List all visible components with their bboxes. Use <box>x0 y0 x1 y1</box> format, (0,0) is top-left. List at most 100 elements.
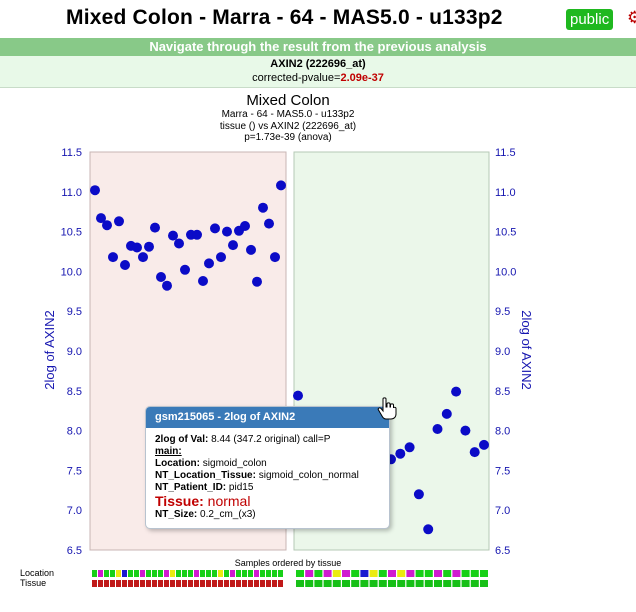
data-point <box>276 180 286 191</box>
tissue-swatch <box>314 580 323 587</box>
tissue-swatch <box>351 580 360 587</box>
tooltip-body: 2log of Val: 8.44 (347.2 original) call=… <box>146 428 389 521</box>
tooltip-location-label: Location: <box>155 458 200 469</box>
chart-subtitle-1: Marra - 64 - MAS5.0 - u133p2 <box>222 109 355 120</box>
location-swatch <box>170 570 175 577</box>
tissue-swatch <box>104 580 109 587</box>
tissue-swatch <box>116 580 121 587</box>
tooltip-size-value: 0.2_cm_(x3) <box>200 509 256 520</box>
tissue-swatch <box>461 580 470 587</box>
tooltip-patient-label: NT_Patient_ID: <box>155 482 227 493</box>
location-row-label: Location <box>20 568 54 578</box>
data-point <box>108 252 118 263</box>
y-tick-label: 8.5 <box>67 386 82 398</box>
y-tick-label: 8.0 <box>495 426 510 438</box>
tissue-swatch <box>360 580 369 587</box>
data-point <box>180 264 190 275</box>
data-point <box>168 230 178 241</box>
tooltip-value-line: 2log of Val: 8.44 (347.2 original) call=… <box>155 434 381 446</box>
tooltip-val-value: 8.44 (347.2 original) call=P <box>211 434 331 445</box>
data-point <box>138 252 148 263</box>
y-tick-label: 10.0 <box>495 266 516 278</box>
location-swatch <box>424 570 433 577</box>
data-point <box>198 276 208 286</box>
tissue-swatch <box>146 580 151 587</box>
location-swatch <box>200 570 205 577</box>
tissue-swatch <box>434 580 442 587</box>
location-swatch <box>415 570 424 577</box>
tissue-swatch <box>272 580 277 587</box>
y-tick-label: 9.0 <box>495 346 510 358</box>
tooltip-tissue-label: Tissue: <box>155 493 204 509</box>
y-tick-label: 10.5 <box>61 227 82 239</box>
tissue-swatch <box>266 580 271 587</box>
tissue-swatch <box>194 580 199 587</box>
location-swatch <box>182 570 187 577</box>
data-point <box>264 218 274 229</box>
data-point <box>270 252 280 263</box>
tissue-swatch <box>218 580 223 587</box>
tissue-swatch <box>397 580 406 587</box>
tooltip-size-line: NT_Size: 0.2_cm_(x3) <box>155 509 381 521</box>
data-point <box>258 202 268 213</box>
location-swatch <box>434 570 442 577</box>
location-swatch <box>452 570 461 577</box>
tissue-swatch <box>230 580 235 587</box>
location-swatch <box>461 570 470 577</box>
page-title: Mixed Colon - Marra - 64 - MAS5.0 - u133… <box>66 6 503 29</box>
tooltip-tissue-value: normal <box>207 493 251 509</box>
tissue-swatch <box>200 580 205 587</box>
sample-tooltip: gsm215065 - 2log of AXIN2 2log of Val: 8… <box>145 406 390 529</box>
location-swatch <box>230 570 235 577</box>
corrected-pvalue: corrected-pvalue=2.09e-37 <box>0 72 636 84</box>
tooltip-tissue-line: Tissue: normal <box>155 494 381 509</box>
data-point <box>423 524 434 535</box>
y-tick-label: 11.5 <box>495 147 516 159</box>
location-swatch <box>104 570 109 577</box>
data-point <box>228 240 238 251</box>
tooltip-patient-value: pid15 <box>228 482 254 493</box>
data-point <box>156 272 166 282</box>
tooltip-location-value: sigmoid_colon <box>202 458 267 469</box>
y-tick-label: 6.5 <box>67 545 82 557</box>
location-swatch <box>332 570 341 577</box>
settings-icon[interactable]: ⚙ <box>627 8 636 27</box>
tissue-swatch <box>254 580 259 587</box>
location-swatch <box>122 570 127 577</box>
tooltip-main-line: main: <box>155 446 381 458</box>
navigate-previous-analysis-link[interactable]: Navigate through the result from the pre… <box>149 39 487 54</box>
location-swatch <box>212 570 217 577</box>
location-swatch <box>164 570 169 577</box>
data-point <box>144 241 154 252</box>
location-swatch <box>378 570 387 577</box>
tissue-swatch <box>406 580 415 587</box>
data-point <box>240 221 250 231</box>
y-tick-label: 7.0 <box>495 505 510 517</box>
location-swatch <box>397 570 406 577</box>
tissue-swatch <box>388 580 396 587</box>
data-point <box>469 447 480 458</box>
data-point <box>404 442 415 453</box>
tissue-swatch <box>242 580 247 587</box>
data-point <box>96 213 106 224</box>
location-swatch <box>323 570 332 577</box>
page-header: Mixed Colon - Marra - 64 - MAS5.0 - u133… <box>0 0 636 38</box>
result-summary: AXIN2 (222696_at) corrected-pvalue=2.09e… <box>0 56 636 88</box>
data-point <box>120 260 130 270</box>
location-swatch <box>236 570 241 577</box>
tissue-swatch <box>188 580 193 587</box>
y-axis-right: 6.5 7.0 7.5 8.0 8.5 9.0 9.5 10.0 10.5 11.0 11.5 <box>495 147 516 557</box>
tooltip-title: gsm215065 - 2log of AXIN2 <box>146 407 389 428</box>
location-swatch <box>266 570 271 577</box>
public-badge[interactable]: public <box>566 9 614 30</box>
tooltip-ntloc-value: sigmoid_colon_normal <box>258 470 359 481</box>
location-swatch <box>194 570 199 577</box>
tissue-swatch <box>212 580 217 587</box>
tooltip-ntloc-label: NT_Location_Tissue: <box>155 470 256 481</box>
location-swatch <box>218 570 223 577</box>
data-point <box>114 216 124 227</box>
location-swatch <box>146 570 151 577</box>
tissue-swatch <box>122 580 127 587</box>
tissue-swatch <box>170 580 175 587</box>
tissue-swatch <box>415 580 424 587</box>
